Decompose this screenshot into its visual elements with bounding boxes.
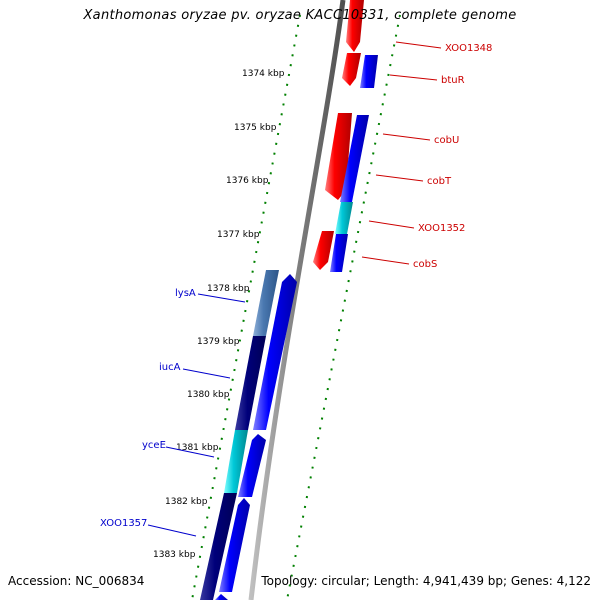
accession-text: Accession: NC_006834 <box>8 574 145 588</box>
gene-XOO1348[interactable] <box>346 0 364 52</box>
genome-summary-text: Topology: circular; Length: 4,941,439 bp… <box>261 574 591 588</box>
label-yceE[interactable]: yceE <box>142 440 166 451</box>
leader-cobU <box>382 133 431 141</box>
tick-label-1375: 1375 kbp <box>234 123 277 133</box>
leader-cobS <box>361 256 410 265</box>
gene-cobS-partner[interactable] <box>330 234 348 272</box>
leader-XOO1352 <box>368 220 415 229</box>
gene-cobT[interactable] <box>340 115 369 202</box>
tick-labels: 1374 kbp 1375 kbp 1376 kbp 1377 kbp 1378… <box>153 69 285 560</box>
label-btuR[interactable]: btuR <box>441 75 465 86</box>
tick-label-1380: 1380 kbp <box>187 390 230 400</box>
gene-mid-2[interactable] <box>238 434 266 497</box>
label-lysA[interactable]: lysA <box>175 288 196 299</box>
left-gene-track <box>200 270 279 600</box>
tick-label-1374: 1374 kbp <box>242 69 285 79</box>
tick-label-1383: 1383 kbp <box>153 550 196 560</box>
tick-label-1378: 1378 kbp <box>207 284 250 294</box>
leader-XOO1357 <box>147 524 197 537</box>
leader-btuR <box>389 74 438 81</box>
leader-XOO1348 <box>395 41 442 49</box>
forward-gene-track-right <box>330 55 378 272</box>
gene-iucA[interactable] <box>235 336 266 430</box>
tick-label-1379: 1379 kbp <box>197 337 240 347</box>
label-cobT[interactable]: cobT <box>427 176 452 187</box>
left-gene-labels: lysA iucA yceE XOO1357 <box>100 288 246 537</box>
tick-label-1381: 1381 kbp <box>176 443 219 453</box>
gene-btuR-partner[interactable] <box>360 55 378 88</box>
right-gene-labels: XOO1348 btuR cobU cobT XOO1352 cobS <box>361 41 492 270</box>
gene-yceE[interactable] <box>224 430 248 493</box>
gene-XOO1357[interactable] <box>200 493 237 600</box>
leader-yceE <box>165 446 215 458</box>
label-cobS[interactable]: cobS <box>413 259 437 270</box>
leader-cobT <box>375 174 424 182</box>
gene-mid-4[interactable] <box>215 594 228 600</box>
genome-backbone <box>248 0 346 600</box>
tick-label-1376: 1376 kbp <box>226 176 269 186</box>
gene-mid-1[interactable] <box>253 274 297 430</box>
gene-cobS[interactable] <box>313 231 334 270</box>
gene-XOO1352[interactable] <box>335 202 353 234</box>
leader-lysA <box>197 293 246 303</box>
gene-lysA[interactable] <box>253 270 279 336</box>
label-XOO1352[interactable]: XOO1352 <box>418 223 465 234</box>
gene-mid-3[interactable] <box>219 498 250 592</box>
tick-label-1382: 1382 kbp <box>165 497 208 507</box>
label-XOO1348[interactable]: XOO1348 <box>445 43 492 54</box>
forward-gene-track-mid <box>215 274 297 600</box>
tick-track-right <box>286 14 401 600</box>
map-title: Xanthomonas oryzae pv. oryzae KACC10331,… <box>83 8 517 23</box>
label-XOO1357[interactable]: XOO1357 <box>100 518 147 529</box>
tick-label-1377: 1377 kbp <box>217 230 260 240</box>
label-cobU[interactable]: cobU <box>434 135 459 146</box>
gene-btuR[interactable] <box>342 53 361 86</box>
label-iucA[interactable]: iucA <box>159 362 181 373</box>
leader-iucA <box>182 368 231 379</box>
